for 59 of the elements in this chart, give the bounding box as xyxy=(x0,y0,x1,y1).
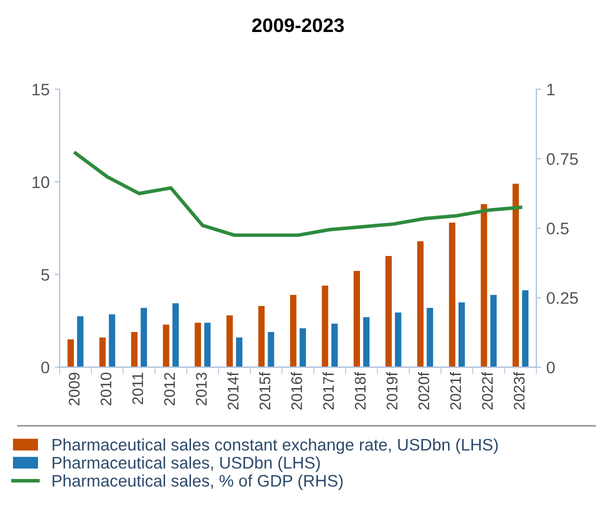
x-tick-label: 2017f xyxy=(322,372,334,410)
bar xyxy=(522,290,528,368)
bar xyxy=(512,184,519,368)
bar xyxy=(458,302,465,368)
x-tick-label: 2010 xyxy=(100,372,112,406)
x-tick-label: 2014f xyxy=(227,372,239,410)
bar xyxy=(140,308,148,368)
bar xyxy=(322,286,328,368)
bar xyxy=(490,294,497,368)
bar xyxy=(448,222,456,368)
bar xyxy=(99,338,106,368)
legend-label: Pharmaceutical sales constant exchange rate, USDbn (LHS) xyxy=(52,438,498,454)
x-tick-label: 2019f xyxy=(386,372,398,410)
bar xyxy=(394,312,402,368)
bar xyxy=(236,338,242,368)
y-tick-label: 5 xyxy=(41,269,50,281)
bar xyxy=(77,316,84,368)
x-tick-label: 2009 xyxy=(68,372,80,406)
y-tick-label: 10 xyxy=(32,176,50,188)
bar xyxy=(194,322,202,368)
x-tick-label: 2012 xyxy=(164,372,175,406)
bar xyxy=(108,314,116,368)
y2-tick-label: 0.5 xyxy=(546,222,569,234)
bar xyxy=(300,328,306,368)
x-tick-label: 2011 xyxy=(132,372,144,404)
chart-title: 2009-2023 xyxy=(252,18,344,32)
x-tick-label: 2023f xyxy=(513,372,525,410)
bar xyxy=(354,270,360,368)
bar xyxy=(385,256,392,368)
bar xyxy=(204,322,211,368)
bar xyxy=(162,324,170,368)
x-tick-label: 2020f xyxy=(418,372,430,410)
y2-tick-label: 0.75 xyxy=(546,153,578,165)
bar xyxy=(480,204,488,368)
bar xyxy=(268,332,274,368)
x-tick-label: 2018f xyxy=(354,372,366,410)
x-tick-label: 2013 xyxy=(196,372,207,406)
y-tick-label: 0 xyxy=(41,362,50,374)
bar xyxy=(172,303,179,368)
bar xyxy=(331,324,338,368)
bar xyxy=(426,308,434,368)
y2-tick-label: 1 xyxy=(547,84,555,96)
bar xyxy=(131,332,138,368)
x-tick-label: 2021f xyxy=(450,372,462,410)
bar xyxy=(68,339,74,368)
bar xyxy=(417,241,424,368)
y2-tick-label: 0 xyxy=(546,362,555,374)
bar xyxy=(226,315,233,368)
legend-label: Pharmaceutical sales, % of GDP (RHS) xyxy=(52,474,343,490)
line-series xyxy=(74,151,522,237)
legend-label: Pharmaceutical sales, USDbn (LHS) xyxy=(52,456,320,472)
x-tick-label: 2016f xyxy=(290,372,302,410)
y2-tick-label: 0.25 xyxy=(546,292,578,304)
bar xyxy=(363,317,370,368)
bar xyxy=(258,306,265,368)
x-tick-label: 2015f xyxy=(259,372,270,410)
x-tick-label: 2022f xyxy=(482,372,493,410)
bar xyxy=(290,294,296,368)
y-tick-label: 15 xyxy=(32,84,50,96)
